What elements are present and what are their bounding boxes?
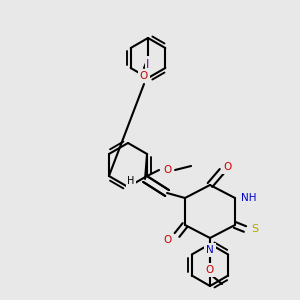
Text: O: O [206, 265, 214, 275]
Text: I: I [146, 58, 150, 70]
Text: O: O [163, 165, 171, 175]
Text: S: S [251, 224, 259, 234]
Text: O: O [140, 71, 148, 81]
Text: N: N [206, 245, 214, 255]
Text: O: O [163, 235, 171, 245]
Text: NH: NH [241, 193, 257, 203]
Text: O: O [224, 162, 232, 172]
Text: H: H [128, 176, 135, 186]
